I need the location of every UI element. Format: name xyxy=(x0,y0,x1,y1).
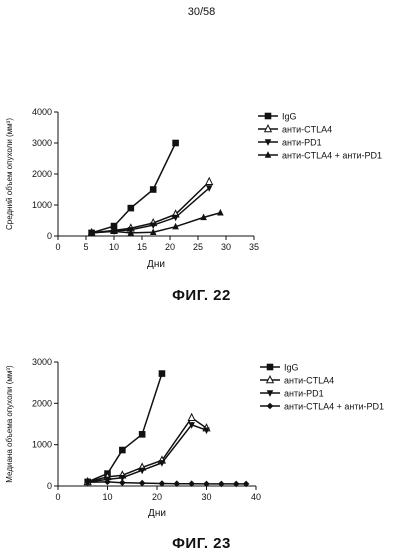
legend-item: анти-CTLA4 + анти-PD1 xyxy=(260,402,384,412)
chart-1: 0 5 10 15 20 25 30 35 0 1000 2000 3000 4000 Дни Средни… xyxy=(5,107,382,270)
data-point xyxy=(149,186,157,193)
legend-label: анти-PD1 xyxy=(284,389,324,399)
y-tick-label: 4000 xyxy=(32,107,52,117)
data-point xyxy=(203,480,210,488)
legend: IgG анти-CTLA4 анти-PD1 анти-CTLA4 + анти-P… xyxy=(260,363,384,412)
data-point xyxy=(84,478,91,486)
legend-item: анти-PD1 xyxy=(260,389,324,399)
x-tick-label: 10 xyxy=(109,242,119,252)
data-point xyxy=(172,214,179,222)
legend-label: анти-CTLA4 + анти-PD1 xyxy=(284,402,384,412)
y-axis-label: Медиана объема опухоли (мм³) xyxy=(5,365,14,483)
legend-label: анти-CTLA4 xyxy=(282,125,332,135)
data-point xyxy=(149,222,157,230)
y-tick-label: 1000 xyxy=(32,440,52,450)
chart-2: 0 10 20 30 40 0 1000 2000 3000 Дни Медиана объема … xyxy=(5,357,384,519)
data-point xyxy=(88,229,95,236)
y-tick-label: 1000 xyxy=(32,200,52,210)
legend-item: IgG xyxy=(260,363,299,373)
x-axis-label: Дни xyxy=(147,259,165,270)
legend-label: анти-PD1 xyxy=(282,138,322,148)
legend-marker xyxy=(264,151,272,158)
data-point xyxy=(217,208,224,216)
legend-item: анти-PD1 xyxy=(258,138,322,148)
x-tick-label: 15 xyxy=(137,242,147,252)
x-tick-label: 40 xyxy=(251,492,261,502)
data-point xyxy=(138,467,146,475)
data-point xyxy=(138,431,146,438)
legend-marker xyxy=(266,390,274,397)
data-point xyxy=(188,480,195,488)
data-point xyxy=(172,139,179,147)
data-point xyxy=(119,479,126,486)
legend-marker xyxy=(264,112,272,120)
legend-marker xyxy=(263,123,273,133)
legend-label: IgG xyxy=(284,363,299,373)
legend-item: IgG xyxy=(258,112,297,122)
legend-marker xyxy=(266,363,274,371)
data-point xyxy=(127,229,135,236)
x-tick-label: 30 xyxy=(221,242,231,252)
data-point xyxy=(127,204,135,212)
legend-label: IgG xyxy=(282,112,297,122)
data-point xyxy=(138,479,146,487)
series-1 xyxy=(84,370,166,486)
data-point xyxy=(172,222,179,230)
data-point xyxy=(232,480,240,488)
data-point xyxy=(158,480,166,487)
x-tick-label: 5 xyxy=(83,242,88,252)
page-number: 30/58 xyxy=(187,6,216,18)
y-tick-label: 2000 xyxy=(32,398,52,408)
data-point xyxy=(200,213,207,221)
series-4 xyxy=(88,208,224,236)
data-point xyxy=(158,460,166,467)
x-tick-label: 35 xyxy=(249,242,259,252)
data-point xyxy=(188,422,195,429)
data-point xyxy=(158,370,166,377)
figure-23-caption: ФИГ. 23 xyxy=(172,535,231,552)
legend-label: анти-CTLA4 xyxy=(284,376,334,386)
x-tick-label: 0 xyxy=(55,492,60,502)
data-point xyxy=(119,446,126,454)
legend-marker xyxy=(266,402,274,410)
x-tick-label: 10 xyxy=(102,492,112,502)
y-tick-label: 2000 xyxy=(32,169,52,179)
legend-label: анти-CTLA4 + анти-PD1 xyxy=(282,151,382,161)
series-4 xyxy=(84,478,250,488)
x-tick-label: 25 xyxy=(193,242,203,252)
legend-item: анти-CTLA4 xyxy=(258,123,332,135)
legend-item: анти-CTLA4 xyxy=(260,374,334,386)
data-point xyxy=(173,480,181,488)
data-point xyxy=(203,427,210,435)
data-point xyxy=(218,480,225,488)
legend-item: анти-CTLA4 + анти-PD1 xyxy=(258,151,382,161)
data-point xyxy=(187,412,196,421)
y-tick-label: 3000 xyxy=(32,138,52,148)
data-point xyxy=(119,475,126,482)
series-line xyxy=(87,373,163,483)
legend-marker xyxy=(264,139,272,146)
data-point xyxy=(110,227,118,235)
y-tick-label: 3000 xyxy=(32,357,52,367)
data-point xyxy=(104,478,111,486)
data-point xyxy=(205,185,213,192)
x-tick-label: 20 xyxy=(152,492,162,502)
data-point xyxy=(205,176,214,185)
y-tick-label: 0 xyxy=(47,481,52,491)
series-line xyxy=(91,187,210,234)
series-3 xyxy=(84,422,210,486)
legend: IgG анти-CTLA4 анти-PD1 анти-CTLA4 + анти-P… xyxy=(258,112,382,161)
series-3 xyxy=(88,185,213,237)
legend-marker xyxy=(265,374,275,384)
data-point xyxy=(242,480,250,488)
x-tick-label: 0 xyxy=(55,242,60,252)
x-tick-label: 20 xyxy=(165,242,175,252)
x-axis-label: Дни xyxy=(148,508,166,519)
x-tick-label: 30 xyxy=(201,492,211,502)
y-tick-label: 0 xyxy=(47,231,52,241)
figure-22-caption: ФИГ. 22 xyxy=(172,287,231,304)
data-point xyxy=(149,228,157,235)
y-axis-label: Средний объем опухоли (мм³) xyxy=(5,118,14,230)
